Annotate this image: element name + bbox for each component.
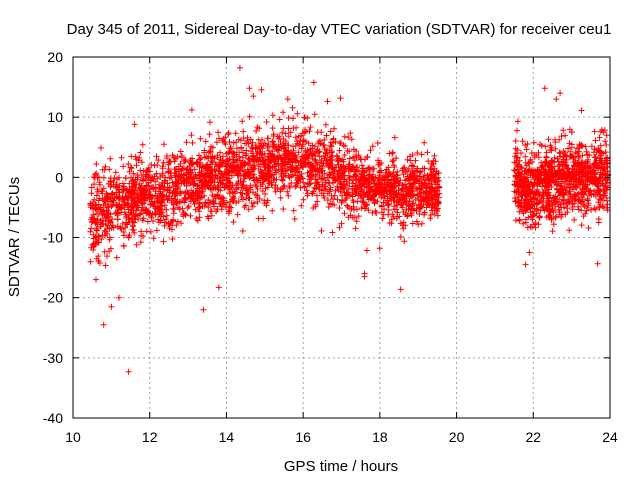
y-tick-label: -30	[43, 350, 63, 366]
y-tick-label: 10	[47, 109, 63, 125]
y-tick-label: 0	[55, 169, 63, 185]
x-tick-label: 14	[219, 429, 235, 445]
x-tick-label: 16	[295, 429, 311, 445]
y-tick-label: -10	[43, 230, 63, 246]
x-tick-label: 12	[142, 429, 158, 445]
data-points	[87, 64, 611, 375]
chart-title: Day 345 of 2011, Sidereal Day-to-day VTE…	[67, 21, 612, 38]
x-tick-label: 10	[65, 429, 81, 445]
y-axis-label: SDTVAR / TECUs	[6, 177, 23, 297]
y-tick-label: -40	[43, 410, 63, 426]
scatter-markers	[87, 64, 611, 375]
x-axis-label: GPS time / hours	[284, 458, 398, 475]
x-tick-label: 18	[372, 429, 388, 445]
x-tick-label: 22	[525, 429, 541, 445]
y-tick-label: -20	[43, 290, 63, 306]
y-tick-label: 20	[47, 49, 63, 65]
x-tick-label: 20	[449, 429, 465, 445]
ticks: 10 12 14 16 18 20 22 24 -40 -30 -20 -10 0 10 20	[43, 49, 618, 445]
x-tick-label: 24	[602, 429, 618, 445]
